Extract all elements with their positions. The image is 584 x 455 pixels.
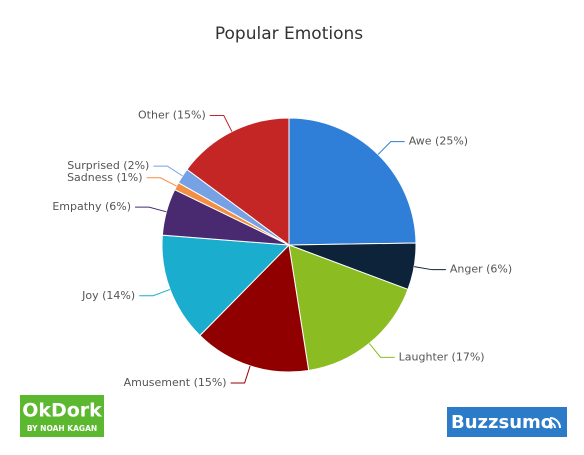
buzzsumo-icon — [549, 417, 561, 429]
okdork-background — [20, 395, 104, 437]
buzzsumo-logo: Buzzsumo — [447, 407, 567, 437]
buzzsumo-text: Buzzsumo — [451, 412, 553, 433]
data-label: Surprised (2%) — [67, 159, 149, 172]
okdork-logo: OkDork BY NOAH KAGAN — [20, 395, 104, 437]
data-label: Joy (14%) — [81, 289, 135, 302]
data-label: Anger (6%) — [450, 263, 512, 276]
connector-line — [153, 165, 183, 177]
connector-line — [146, 177, 177, 187]
pie-slice — [288, 244, 409, 372]
data-label: Empathy (6%) — [52, 200, 131, 213]
connector-line — [135, 206, 167, 213]
data-label: Sadness (1%) — [67, 171, 142, 184]
buzzsumo-icon-dot — [549, 425, 553, 429]
connector-line — [209, 114, 233, 132]
data-label: Awe (25%) — [409, 135, 468, 148]
connector-line — [377, 141, 405, 155]
pie-slice — [199, 243, 310, 373]
chart-title: Popular Emotions — [215, 24, 363, 44]
pie-slice — [186, 117, 290, 246]
connector-line — [230, 365, 251, 384]
connector-line — [368, 343, 395, 358]
data-label: Amusement (15%) — [124, 376, 227, 389]
pie-slice — [288, 117, 417, 246]
data-label: Other (15%) — [138, 108, 206, 121]
pie: Awe (25%) Anger (6%) Laughter (17%) Amuseme… — [52, 108, 512, 389]
connector-line — [414, 266, 446, 271]
okdork-text: OkDork — [22, 400, 102, 422]
okdork-subtext: BY NOAH KAGAN — [27, 424, 97, 433]
buzzsumo-background — [447, 407, 567, 437]
connector-line — [139, 288, 171, 297]
data-label: Laughter (17%) — [399, 350, 485, 363]
